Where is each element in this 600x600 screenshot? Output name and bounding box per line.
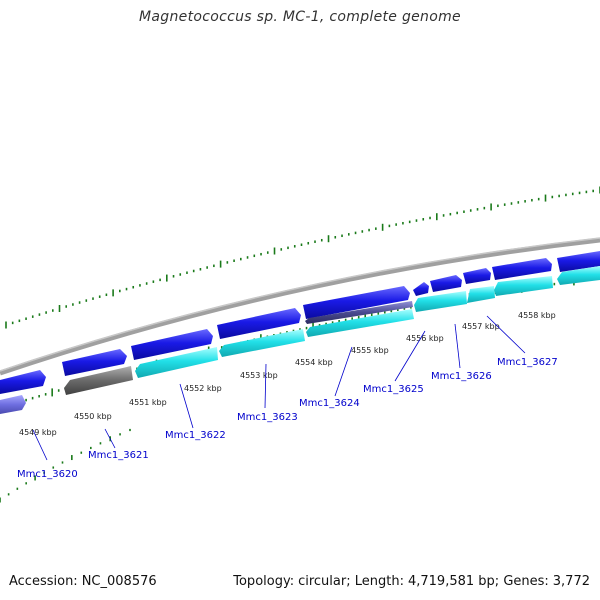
genome-backbone-highlight [0,237,600,372]
gene-feature[interactable] [494,276,553,296]
accession-value: NC_008576 [81,574,157,589]
gene-feature[interactable] [492,258,552,280]
gene-labels: Mmc1_3620 Mmc1_3621 Mmc1_3622 Mmc1_3623 … [17,357,558,480]
length-value: 4,719,581 bp [407,574,495,589]
gene-feature[interactable] [414,291,467,312]
kbp-label: 4556 kbp [406,334,444,343]
topology-label: Topology: [233,574,295,589]
separator: ; [494,574,504,589]
reverse-strand-track [0,266,600,414]
gene-feature[interactable] [467,286,495,303]
map-title: Magnetococcus sp. MC-1, complete genome [139,9,461,25]
separator: ; [346,574,355,589]
gene-feature[interactable] [303,286,410,319]
length-label: Length: [354,574,404,589]
accession-label: Accession: [9,574,78,589]
gene-feature[interactable] [430,275,462,292]
gene-feature[interactable] [0,370,46,394]
gene-label-mmc1-3625[interactable]: Mmc1_3625 [363,384,424,395]
gene-label-mmc1-3626[interactable]: Mmc1_3626 [431,371,492,382]
gene-label-mmc1-3620[interactable]: Mmc1_3620 [17,469,78,480]
kbp-label: 4557 kbp [462,322,500,331]
gene-feature[interactable] [557,266,600,285]
gene-label-mmc1-3627[interactable]: Mmc1_3627 [497,357,558,368]
gene-feature[interactable] [64,366,133,395]
gene-feature[interactable] [62,349,127,376]
gene-feature[interactable] [557,251,600,272]
gene-feature[interactable] [135,347,218,378]
kbp-label: 4555 kbp [351,346,389,355]
gene-feature[interactable] [0,395,26,414]
kbp-labels: 4549 kbp 4550 kbp 4551 kbp 4552 kbp 4553… [19,311,556,437]
gene-feature[interactable] [305,301,413,324]
accession-info: Accession: NC_008576 [9,574,157,589]
genes-label: Genes: [503,574,549,589]
gene-label-mmc1-3621[interactable]: Mmc1_3621 [88,450,149,461]
gene-feature[interactable] [219,329,305,357]
gene-label-mmc1-3623[interactable]: Mmc1_3623 [237,412,298,423]
gene-label-mmc1-3624[interactable]: Mmc1_3624 [299,398,360,409]
genome-backbone [0,237,600,376]
kbp-label: 4554 kbp [295,358,333,367]
gene-leader-lines [32,315,526,461]
gene-feature[interactable] [413,282,429,296]
kbp-label: 4558 kbp [518,311,556,320]
kbp-label: 4551 kbp [129,398,167,407]
gene-feature[interactable] [131,329,213,360]
genome-summary: Topology: circular; Length: 4,719,581 bp; … [233,574,590,589]
gene-label-mmc1-3622[interactable]: Mmc1_3622 [165,430,226,441]
topology-value: circular [298,574,347,589]
kbp-label: 4553 kbp [240,371,278,380]
kbp-label: 4552 kbp [184,384,222,393]
genes-value: 3,772 [552,574,590,589]
kbp-label: 4550 kbp [74,412,112,421]
forward-strand-track [0,251,600,394]
kbp-label: 4549 kbp [19,428,57,437]
gene-feature[interactable] [217,308,301,339]
gene-feature[interactable] [306,309,414,337]
gene-feature[interactable] [463,268,491,284]
